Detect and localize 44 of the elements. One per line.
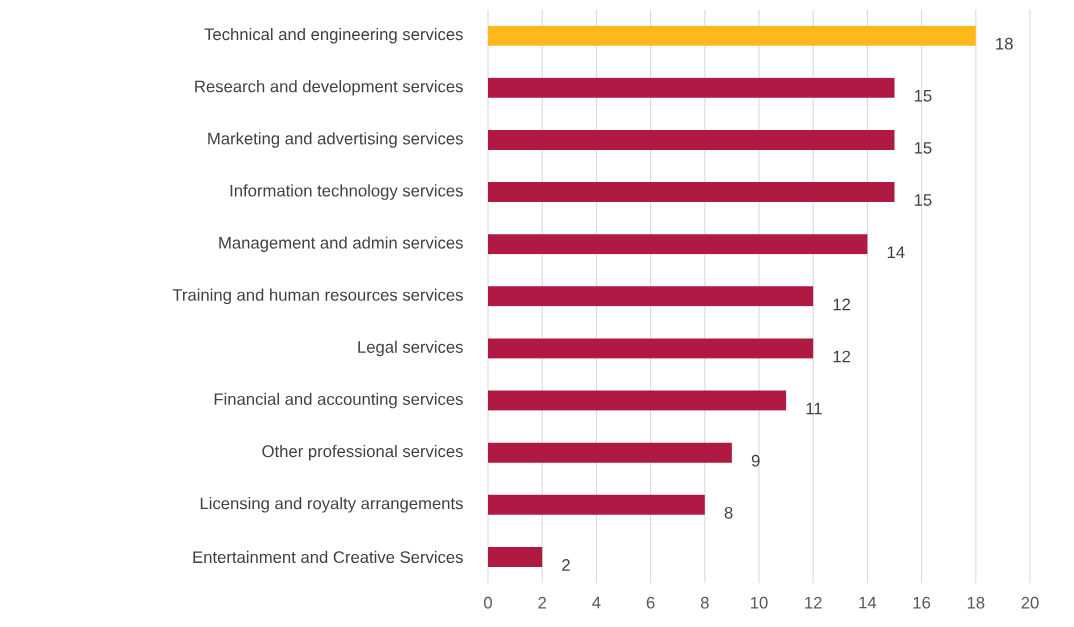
data-label: 8 bbox=[724, 506, 733, 519]
y-tick-label: Other professional services bbox=[262, 444, 463, 461]
y-tick-label: Legal services bbox=[358, 340, 463, 357]
data-label: 2 bbox=[562, 559, 570, 571]
y-tick-label: Technical and engineering services bbox=[204, 27, 463, 44]
bar bbox=[488, 390, 787, 411]
y-tick-label: Management and admin services bbox=[219, 236, 463, 252]
bar bbox=[488, 494, 705, 515]
x-tick-label: 6 bbox=[646, 596, 655, 609]
y-tick-label: Entertainment and Creative Services bbox=[193, 550, 463, 564]
bar bbox=[488, 182, 895, 203]
bar bbox=[488, 338, 814, 359]
data-label: 12 bbox=[833, 350, 851, 363]
data-label: 15 bbox=[914, 90, 932, 102]
x-tick-label: 18 bbox=[967, 596, 985, 609]
bar bbox=[488, 129, 895, 150]
y-tick-label: Financial and accounting services bbox=[214, 392, 463, 409]
data-label: 15 bbox=[914, 142, 932, 154]
data-label: 18 bbox=[996, 37, 1013, 50]
bar bbox=[488, 234, 868, 255]
y-tick-label: Training and human resources services bbox=[172, 288, 463, 305]
bar bbox=[488, 442, 732, 463]
data-label: 12 bbox=[833, 298, 851, 311]
bar bbox=[488, 286, 814, 307]
x-tick-label: 0 bbox=[484, 596, 492, 609]
y-tick-label: Research and development services bbox=[195, 80, 463, 96]
x-tick-label: 20 bbox=[1021, 596, 1039, 609]
x-tick-label: 12 bbox=[805, 596, 822, 609]
data-label: 9 bbox=[751, 454, 760, 467]
data-label: 15 bbox=[914, 194, 932, 206]
bar bbox=[488, 546, 543, 567]
x-tick-label: 4 bbox=[592, 596, 601, 609]
x-tick-label: 14 bbox=[859, 596, 877, 609]
bar bbox=[488, 77, 895, 98]
x-tick-label: 16 bbox=[913, 596, 931, 609]
data-label: 11 bbox=[806, 402, 822, 415]
bar bbox=[488, 25, 976, 46]
y-tick-label: Marketing and advertising services bbox=[208, 132, 463, 148]
x-tick-label: 10 bbox=[751, 596, 768, 609]
x-tick-label: 2 bbox=[538, 596, 546, 609]
data-label: 14 bbox=[887, 246, 905, 258]
y-tick-label: Licensing and royalty arrangements bbox=[200, 497, 463, 513]
y-tick-label: Information technology services bbox=[230, 184, 463, 200]
x-tick-label: 8 bbox=[700, 596, 709, 609]
